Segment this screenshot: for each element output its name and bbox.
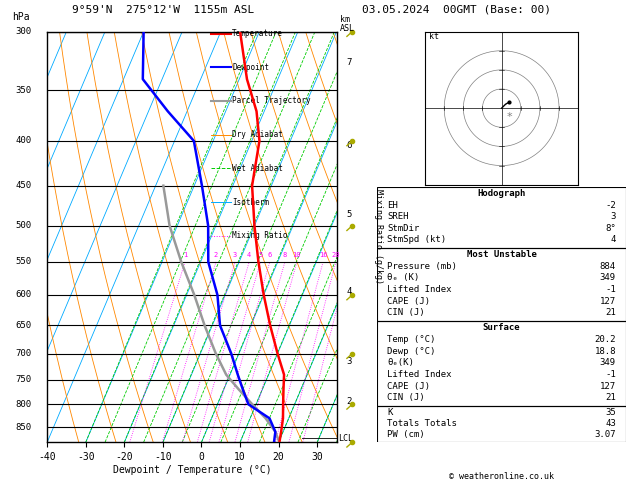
Text: 8: 8 — [283, 252, 287, 258]
Text: 127: 127 — [600, 296, 616, 306]
Text: -1: -1 — [605, 285, 616, 294]
Text: 3: 3 — [347, 357, 352, 366]
Text: 800: 800 — [15, 400, 31, 409]
Text: 600: 600 — [15, 291, 31, 299]
Text: km
ASL: km ASL — [340, 15, 355, 33]
Text: 18.8: 18.8 — [594, 347, 616, 356]
Text: 6: 6 — [267, 252, 272, 258]
Text: Totals Totals: Totals Totals — [387, 419, 457, 428]
Text: 650: 650 — [15, 321, 31, 330]
Text: 16: 16 — [319, 252, 327, 258]
Bar — [377, 187, 626, 248]
Text: 500: 500 — [15, 221, 31, 230]
Text: CIN (J): CIN (J) — [387, 393, 425, 402]
Text: 2: 2 — [347, 398, 352, 406]
Text: 20: 20 — [331, 252, 340, 258]
Text: EH: EH — [387, 201, 398, 210]
Text: *: * — [506, 112, 512, 122]
Text: 300: 300 — [15, 27, 31, 36]
Text: 8°: 8° — [605, 224, 616, 233]
Text: 3: 3 — [611, 212, 616, 222]
Text: PW (cm): PW (cm) — [387, 430, 425, 439]
Text: hPa: hPa — [13, 12, 30, 22]
Bar — [377, 248, 626, 321]
Text: 127: 127 — [600, 382, 616, 391]
Text: CIN (J): CIN (J) — [387, 308, 425, 317]
Text: 700: 700 — [15, 349, 31, 358]
Text: 43: 43 — [605, 419, 616, 428]
Text: 5: 5 — [259, 252, 262, 258]
Bar — [377, 321, 626, 406]
Text: 3.07: 3.07 — [594, 430, 616, 439]
Text: Mixing Ratio (g/kg): Mixing Ratio (g/kg) — [374, 190, 383, 284]
Text: 850: 850 — [15, 423, 31, 432]
Text: K: K — [387, 408, 392, 417]
Text: 550: 550 — [15, 258, 31, 266]
Text: LCL: LCL — [338, 434, 353, 443]
Text: 349: 349 — [600, 358, 616, 367]
Text: Dewp (°C): Dewp (°C) — [387, 347, 436, 356]
Text: 6: 6 — [347, 141, 352, 150]
Text: 4: 4 — [347, 287, 352, 296]
Text: 3: 3 — [233, 252, 237, 258]
Text: Wet Adiabat: Wet Adiabat — [232, 164, 283, 173]
Text: Dry Adiabat: Dry Adiabat — [232, 130, 283, 139]
Text: 35: 35 — [605, 408, 616, 417]
Text: Dewpoint: Dewpoint — [232, 63, 269, 72]
Text: 350: 350 — [15, 86, 31, 95]
Text: 750: 750 — [15, 375, 31, 384]
Text: SREH: SREH — [387, 212, 409, 222]
Text: Lifted Index: Lifted Index — [387, 285, 452, 294]
Text: Surface: Surface — [483, 323, 520, 332]
Text: 450: 450 — [15, 181, 31, 190]
Text: Isotherm: Isotherm — [232, 197, 269, 207]
Text: 4: 4 — [611, 235, 616, 244]
Text: kt: kt — [429, 32, 439, 41]
Text: 03.05.2024  00GMT (Base: 00): 03.05.2024 00GMT (Base: 00) — [362, 5, 550, 15]
Text: Lifted Index: Lifted Index — [387, 370, 452, 379]
Text: © weatheronline.co.uk: © weatheronline.co.uk — [449, 472, 554, 481]
Text: 4: 4 — [247, 252, 252, 258]
Text: Temp (°C): Temp (°C) — [387, 335, 436, 344]
Text: θₑ (K): θₑ (K) — [387, 274, 420, 282]
Text: Hodograph: Hodograph — [477, 190, 526, 198]
Bar — [377, 406, 626, 442]
Text: Most Unstable: Most Unstable — [467, 250, 537, 260]
Text: StmDir: StmDir — [387, 224, 420, 233]
Text: -2: -2 — [605, 201, 616, 210]
Text: Pressure (mb): Pressure (mb) — [387, 262, 457, 271]
Text: θₑ(K): θₑ(K) — [387, 358, 415, 367]
Text: Temperature: Temperature — [232, 29, 283, 38]
Text: 1: 1 — [183, 252, 187, 258]
Text: 21: 21 — [605, 393, 616, 402]
Text: 349: 349 — [600, 274, 616, 282]
Text: -1: -1 — [605, 370, 616, 379]
Text: CAPE (J): CAPE (J) — [387, 382, 430, 391]
Text: 2: 2 — [214, 252, 218, 258]
Text: 10: 10 — [292, 252, 301, 258]
Text: 5: 5 — [347, 209, 352, 219]
X-axis label: Dewpoint / Temperature (°C): Dewpoint / Temperature (°C) — [113, 465, 271, 475]
Text: CAPE (J): CAPE (J) — [387, 296, 430, 306]
Text: 400: 400 — [15, 137, 31, 145]
Text: 9°59'N  275°12'W  1155m ASL: 9°59'N 275°12'W 1155m ASL — [72, 5, 255, 15]
Text: 884: 884 — [600, 262, 616, 271]
Text: 7: 7 — [347, 57, 352, 67]
Text: 21: 21 — [605, 308, 616, 317]
Text: Parcel Trajectory: Parcel Trajectory — [232, 97, 311, 105]
Text: StmSpd (kt): StmSpd (kt) — [387, 235, 447, 244]
Text: Mixing Ratio: Mixing Ratio — [232, 231, 288, 240]
Text: 20.2: 20.2 — [594, 335, 616, 344]
